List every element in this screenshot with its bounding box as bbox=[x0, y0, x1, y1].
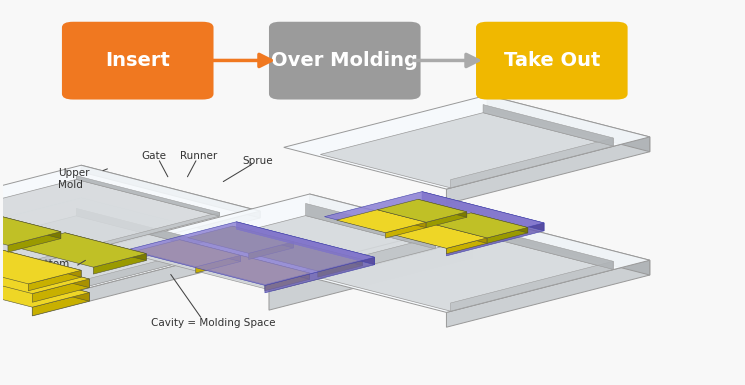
Polygon shape bbox=[0, 179, 220, 263]
Polygon shape bbox=[451, 138, 613, 188]
Polygon shape bbox=[0, 268, 89, 307]
Polygon shape bbox=[377, 210, 426, 228]
Polygon shape bbox=[446, 238, 487, 254]
Polygon shape bbox=[337, 210, 426, 233]
Polygon shape bbox=[0, 249, 81, 284]
Polygon shape bbox=[471, 213, 527, 233]
Polygon shape bbox=[318, 259, 363, 277]
Text: Upper
Mold: Upper Mold bbox=[58, 168, 89, 190]
Polygon shape bbox=[143, 216, 436, 291]
Polygon shape bbox=[294, 242, 363, 266]
Polygon shape bbox=[390, 223, 487, 248]
Polygon shape bbox=[265, 273, 310, 291]
Polygon shape bbox=[93, 254, 146, 274]
Polygon shape bbox=[0, 249, 81, 277]
FancyBboxPatch shape bbox=[62, 22, 214, 100]
Polygon shape bbox=[196, 255, 241, 273]
Polygon shape bbox=[377, 199, 467, 222]
Polygon shape bbox=[265, 257, 375, 293]
Polygon shape bbox=[241, 255, 310, 279]
Polygon shape bbox=[422, 192, 544, 231]
Polygon shape bbox=[0, 213, 61, 245]
Polygon shape bbox=[426, 212, 467, 228]
Polygon shape bbox=[483, 105, 613, 146]
Polygon shape bbox=[430, 213, 527, 238]
Polygon shape bbox=[32, 279, 89, 302]
Polygon shape bbox=[127, 222, 375, 285]
Polygon shape bbox=[32, 293, 89, 316]
Polygon shape bbox=[32, 211, 260, 276]
Polygon shape bbox=[8, 232, 61, 252]
Polygon shape bbox=[487, 219, 650, 275]
Polygon shape bbox=[284, 219, 650, 312]
Text: Over Molding: Over Molding bbox=[271, 51, 418, 70]
Polygon shape bbox=[76, 176, 220, 216]
Polygon shape bbox=[0, 254, 89, 294]
Polygon shape bbox=[320, 113, 613, 188]
Polygon shape bbox=[320, 236, 613, 311]
Text: Runner: Runner bbox=[180, 151, 218, 161]
Polygon shape bbox=[0, 268, 89, 301]
Polygon shape bbox=[107, 194, 472, 288]
Polygon shape bbox=[0, 165, 260, 270]
Polygon shape bbox=[385, 222, 426, 238]
Polygon shape bbox=[310, 194, 472, 258]
Polygon shape bbox=[446, 137, 650, 204]
Text: Take Out: Take Out bbox=[504, 51, 600, 70]
Polygon shape bbox=[487, 95, 650, 152]
Polygon shape bbox=[236, 222, 375, 264]
Text: Sprue: Sprue bbox=[243, 156, 273, 166]
Text: Bottom
Mold: Bottom Mold bbox=[31, 259, 69, 281]
Polygon shape bbox=[37, 245, 220, 299]
Text: Cavity = Molding Space: Cavity = Molding Space bbox=[151, 318, 276, 328]
Polygon shape bbox=[446, 223, 544, 256]
Polygon shape bbox=[0, 216, 220, 299]
Polygon shape bbox=[451, 261, 613, 311]
Polygon shape bbox=[487, 228, 527, 243]
Polygon shape bbox=[76, 208, 220, 253]
Polygon shape bbox=[81, 165, 260, 218]
FancyBboxPatch shape bbox=[269, 22, 421, 100]
Polygon shape bbox=[430, 223, 487, 243]
Polygon shape bbox=[0, 198, 260, 302]
Polygon shape bbox=[249, 242, 363, 271]
Text: Insert: Insert bbox=[105, 51, 170, 70]
Polygon shape bbox=[196, 255, 310, 285]
Polygon shape bbox=[188, 226, 294, 253]
Polygon shape bbox=[418, 199, 467, 217]
Polygon shape bbox=[284, 95, 650, 189]
Polygon shape bbox=[81, 198, 260, 258]
Polygon shape bbox=[28, 270, 81, 291]
Polygon shape bbox=[324, 192, 544, 248]
Text: Gate: Gate bbox=[142, 151, 167, 161]
Polygon shape bbox=[32, 244, 260, 316]
Polygon shape bbox=[249, 242, 294, 259]
Polygon shape bbox=[135, 240, 241, 267]
Polygon shape bbox=[269, 236, 472, 310]
Polygon shape bbox=[0, 254, 89, 288]
Polygon shape bbox=[0, 213, 61, 239]
Polygon shape bbox=[483, 228, 613, 270]
Polygon shape bbox=[232, 226, 294, 248]
Polygon shape bbox=[273, 237, 436, 291]
Polygon shape bbox=[12, 233, 146, 267]
FancyBboxPatch shape bbox=[476, 22, 627, 100]
Polygon shape bbox=[180, 240, 241, 261]
Polygon shape bbox=[446, 260, 650, 327]
Polygon shape bbox=[37, 213, 220, 263]
Polygon shape bbox=[65, 233, 146, 261]
Polygon shape bbox=[305, 203, 436, 249]
